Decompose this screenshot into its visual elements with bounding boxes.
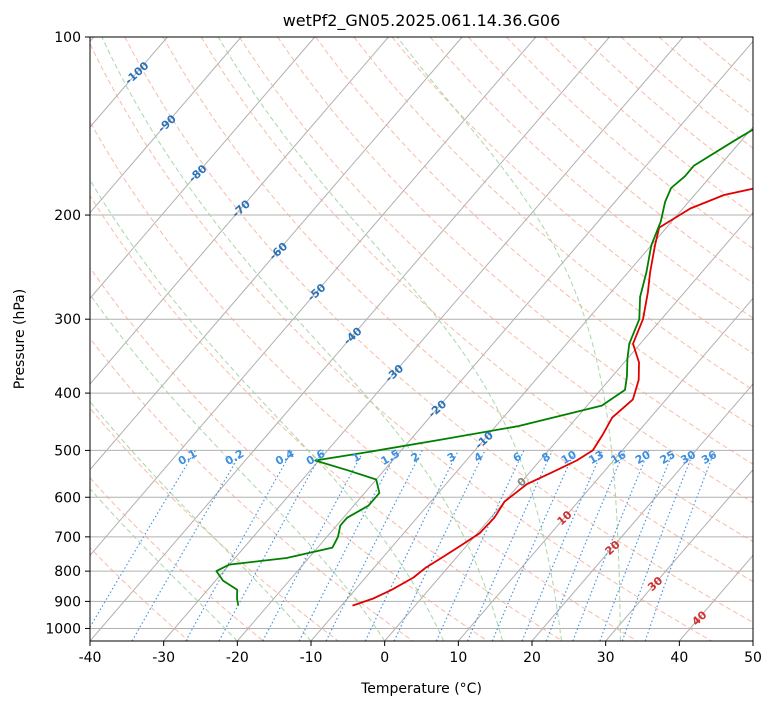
x-tick-label: 30 bbox=[597, 650, 615, 666]
mixing-ratio-line bbox=[131, 450, 243, 641]
isotherm bbox=[90, 37, 389, 385]
x-tick-label: 40 bbox=[670, 650, 688, 666]
isotherm bbox=[163, 37, 684, 641]
dry-adiabat bbox=[162, 37, 753, 583]
dry-adiabat bbox=[658, 37, 753, 117]
isotherm bbox=[457, 297, 753, 641]
moist-adiabat bbox=[396, 37, 621, 641]
axes: -40 -30 -20 -10 0 10 20 30 40 5010020030040050060… bbox=[45, 30, 762, 666]
dry-adiabat bbox=[90, 194, 563, 641]
dry-adiabat bbox=[238, 37, 753, 504]
x-tick-label: 0 bbox=[380, 650, 389, 666]
mixing-ratio-line bbox=[466, 450, 553, 641]
dry-adiabat bbox=[90, 477, 264, 641]
isotherm bbox=[236, 40, 753, 641]
dry-adiabat bbox=[90, 266, 488, 641]
isotherm bbox=[531, 383, 753, 641]
y-tick-label: 200 bbox=[54, 208, 81, 224]
dry-adiabat-label: -100 bbox=[122, 59, 151, 87]
isotherm bbox=[384, 211, 753, 641]
dry-adiabat bbox=[124, 37, 753, 623]
x-tick-label: 50 bbox=[744, 650, 762, 666]
moist-adiabat bbox=[90, 293, 386, 641]
mixing-ratio-line bbox=[364, 450, 459, 641]
mixing-ratio-label: 6 bbox=[511, 450, 524, 465]
x-tick-label: 20 bbox=[523, 650, 541, 666]
background-lines bbox=[90, 37, 753, 641]
x-tick-label: -10 bbox=[300, 650, 323, 666]
mixing-ratio-line bbox=[521, 450, 604, 641]
mixing-ratio-line bbox=[621, 450, 695, 641]
isotherm bbox=[90, 37, 242, 214]
isotherm bbox=[752, 640, 753, 641]
y-tick-label: 300 bbox=[54, 312, 81, 328]
moist-adiabat bbox=[101, 37, 503, 641]
moist-adiabat bbox=[90, 488, 238, 641]
isotherm bbox=[310, 126, 753, 641]
temperature-line bbox=[352, 187, 753, 607]
dry-adiabat bbox=[467, 37, 753, 284]
line-labels: 0.1 0.2 0.4 0.6 1 1.5 2 3 4 6 8 10 13 16 20 25 30 36-100-… bbox=[122, 59, 719, 628]
dry-adiabat bbox=[429, 37, 753, 319]
y-tick-label: 1000 bbox=[45, 621, 81, 637]
y-tick-label: 600 bbox=[54, 490, 81, 506]
y-tick-label: 100 bbox=[54, 30, 81, 46]
mixing-ratio-label: 8 bbox=[539, 450, 552, 465]
dry-adiabat bbox=[90, 120, 638, 641]
dry-adiabat bbox=[90, 42, 712, 641]
moist-adiabat bbox=[217, 37, 562, 641]
x-tick-label: -30 bbox=[152, 650, 175, 666]
isotherm bbox=[90, 37, 463, 471]
y-tick-label: 700 bbox=[54, 530, 81, 546]
mixing-ratio-line bbox=[185, 450, 293, 641]
dewpoint-line bbox=[215, 128, 753, 606]
x-tick-label: -20 bbox=[226, 650, 249, 666]
moist-adiabat bbox=[90, 178, 445, 641]
dry-adiabat bbox=[353, 37, 753, 391]
y-tick-label: 900 bbox=[54, 594, 81, 610]
x-tick-label: -40 bbox=[79, 650, 102, 666]
mixing-ratio-line bbox=[644, 450, 716, 641]
moist-adiabat bbox=[90, 400, 312, 641]
x-axis-label: Temperature (°C) bbox=[360, 681, 482, 697]
mixing-ratio-line bbox=[572, 450, 650, 641]
y-tick-label: 800 bbox=[54, 564, 81, 580]
chart-title: wetPf2_GN05.2025.061.14.36.G06 bbox=[283, 11, 561, 31]
mixing-ratio-label: 1 bbox=[350, 450, 363, 465]
dry-adiabat bbox=[544, 37, 753, 216]
mixing-ratio-line bbox=[435, 450, 525, 641]
y-tick-label: 500 bbox=[54, 443, 81, 459]
profile-lines bbox=[215, 128, 753, 607]
isotherm bbox=[90, 37, 537, 557]
y-tick-label: 400 bbox=[54, 386, 81, 402]
y-axis-label: Pressure (hPa) bbox=[12, 289, 28, 389]
mixing-ratio-label: 3 bbox=[445, 450, 458, 465]
mixing-ratio-line bbox=[262, 450, 365, 641]
isotherm bbox=[90, 37, 610, 641]
dry-adiabat bbox=[200, 37, 753, 543]
mixing-ratio-line bbox=[491, 450, 576, 641]
dry-adiabat bbox=[506, 37, 753, 250]
x-tick-label: 10 bbox=[449, 650, 467, 666]
mixing-ratio-line bbox=[599, 450, 675, 641]
mixing-ratio-line bbox=[545, 450, 626, 641]
mixing-ratio-label: 2 bbox=[409, 450, 422, 465]
mixing-ratio-label: 4 bbox=[472, 450, 485, 465]
dry-adiabat bbox=[696, 37, 753, 85]
mixing-ratio-line bbox=[325, 450, 423, 641]
mixing-ratio-line bbox=[218, 450, 324, 641]
isotherm bbox=[90, 37, 316, 300]
dry-adiabat bbox=[315, 37, 753, 428]
mixing-ratio-line bbox=[298, 450, 398, 641]
isotherm bbox=[605, 468, 753, 641]
plot-frame bbox=[89, 36, 754, 642]
